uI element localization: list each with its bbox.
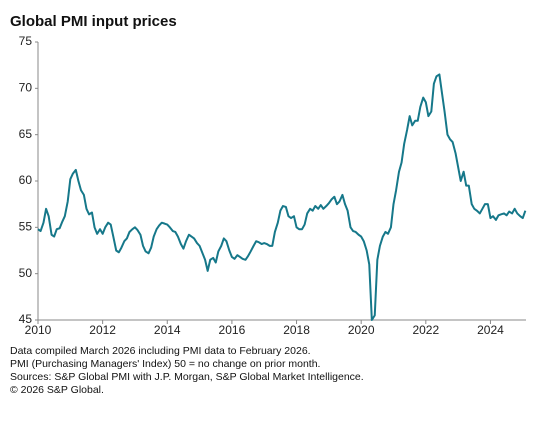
x-tick-label: 2024	[477, 323, 504, 337]
x-tick-label: 2014	[154, 323, 181, 337]
x-tick-label: 2018	[283, 323, 310, 337]
x-tick-label: 2016	[219, 323, 246, 337]
y-tick-label: 55	[19, 220, 33, 234]
y-tick-label: 75	[19, 34, 33, 48]
y-tick-label: 50	[19, 266, 33, 280]
footnote: © 2026 S&P Global.	[10, 384, 104, 396]
x-tick-label: 2010	[25, 323, 52, 337]
footnote: PMI (Purchasing Managers' Index) 50 = no…	[10, 358, 320, 370]
x-tick-label: 2020	[348, 323, 375, 337]
y-tick-label: 70	[19, 81, 33, 95]
data-line	[37, 73, 527, 321]
footnote: Data compiled March 2026 including PMI d…	[10, 345, 311, 357]
footnote: Sources: S&P Global PMI with J.P. Morgan…	[10, 371, 364, 383]
x-tick-label: 2022	[412, 323, 439, 337]
y-tick-label: 45	[19, 312, 33, 326]
x-tick-label: 2012	[89, 323, 116, 337]
y-tick-label: 65	[19, 127, 33, 141]
y-tick-label: 60	[19, 173, 33, 187]
chart-title: Global PMI input prices	[10, 13, 177, 30]
